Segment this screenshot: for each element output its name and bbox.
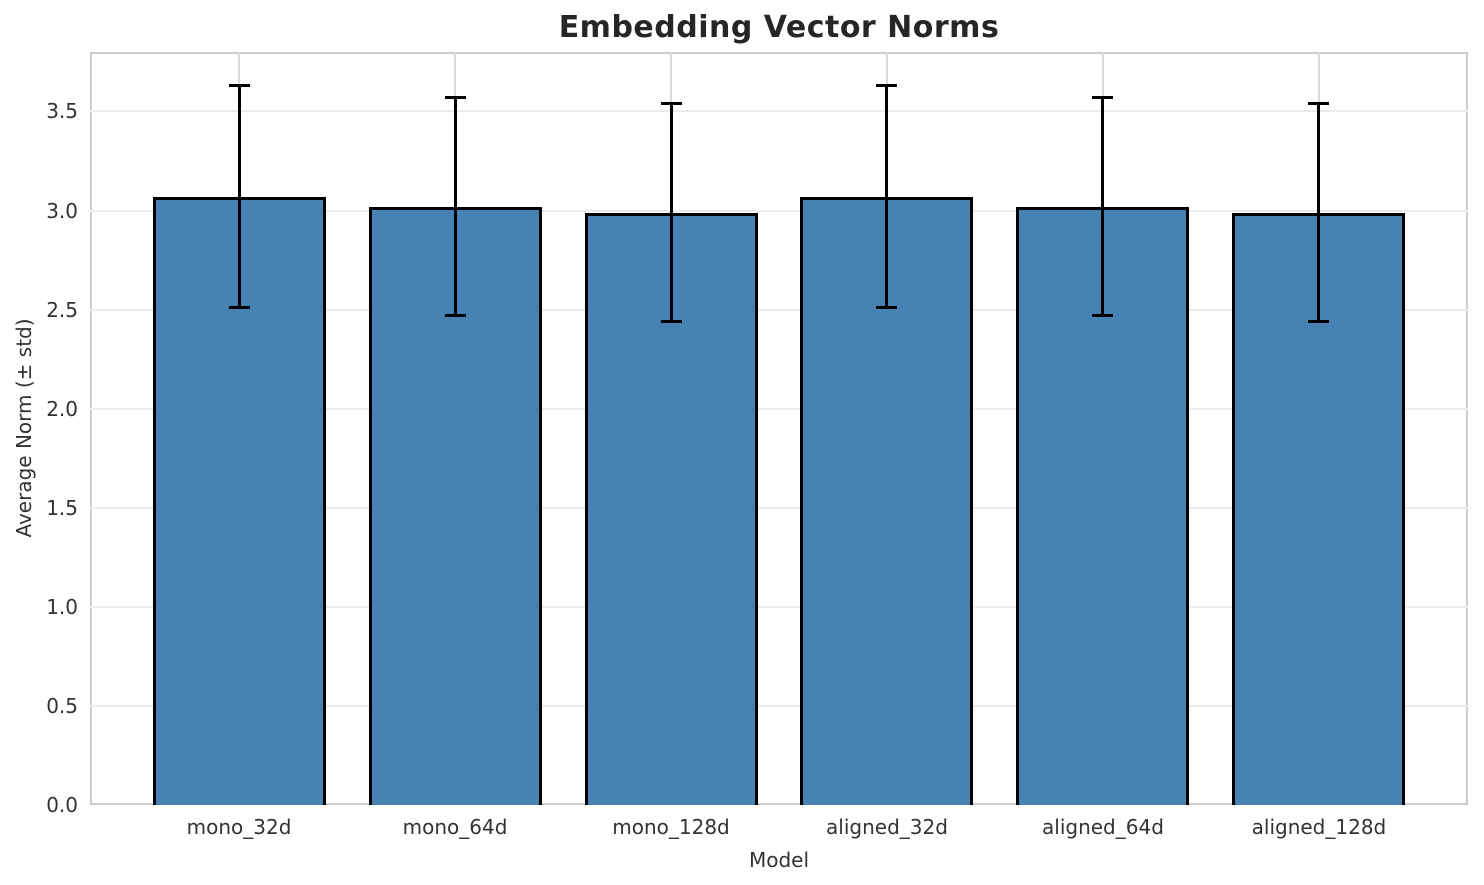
error-bar-cap-bottom — [1308, 319, 1330, 323]
y-tick-label: 3.0 — [46, 198, 78, 223]
error-bar-cap-top — [876, 84, 898, 88]
error-bar-cap-bottom — [444, 314, 466, 318]
error-bar-line — [885, 85, 889, 308]
x-axis-label: Model — [748, 848, 810, 872]
x-tick-label: mono_128d — [612, 815, 730, 839]
error-bar-cap-top — [1092, 96, 1114, 100]
x-tick-label: aligned_32d — [826, 815, 948, 839]
x-tick-label: aligned_128d — [1251, 815, 1387, 839]
gridline-horizontal — [90, 407, 1468, 410]
gridline-horizontal — [90, 110, 1468, 113]
gridline-horizontal — [90, 209, 1468, 212]
error-bar-cap-top — [660, 102, 682, 106]
error-bar-cap-top — [444, 96, 466, 100]
error-bar-cap-top — [1308, 102, 1330, 106]
error-bar-cap-bottom — [660, 319, 682, 323]
bar-aligned_32d — [800, 196, 974, 805]
x-tick-label: mono_32d — [186, 815, 292, 839]
plot-area — [90, 52, 1468, 805]
y-tick-label: 2.5 — [46, 297, 78, 322]
error-bar-line — [237, 85, 241, 308]
gridline-horizontal — [90, 605, 1468, 608]
gridline-horizontal — [90, 704, 1468, 707]
error-bar-cap-bottom — [876, 306, 898, 310]
y-tick-label: 0.0 — [46, 793, 78, 817]
error-bar-cap-bottom — [228, 306, 250, 310]
y-tick-label: 1.5 — [46, 495, 78, 520]
error-bar-cap-top — [228, 84, 250, 88]
y-tick-label: 2.0 — [46, 396, 78, 421]
error-bar-line — [1317, 103, 1321, 322]
y-tick-label: 0.5 — [46, 693, 78, 718]
x-tick-label: mono_64d — [402, 815, 508, 839]
gridline-horizontal — [90, 506, 1468, 509]
error-bar-line — [669, 103, 673, 322]
error-bar-line — [453, 97, 457, 316]
y-tick-label: 3.5 — [46, 99, 78, 124]
gridline-horizontal — [90, 308, 1468, 311]
y-tick-label: 1.0 — [46, 594, 78, 619]
chart-title: Embedding Vector Norms — [558, 10, 1000, 45]
x-tick-label: aligned_64d — [1042, 815, 1164, 839]
error-bar-cap-bottom — [1092, 314, 1114, 318]
error-bar-line — [1101, 97, 1105, 316]
